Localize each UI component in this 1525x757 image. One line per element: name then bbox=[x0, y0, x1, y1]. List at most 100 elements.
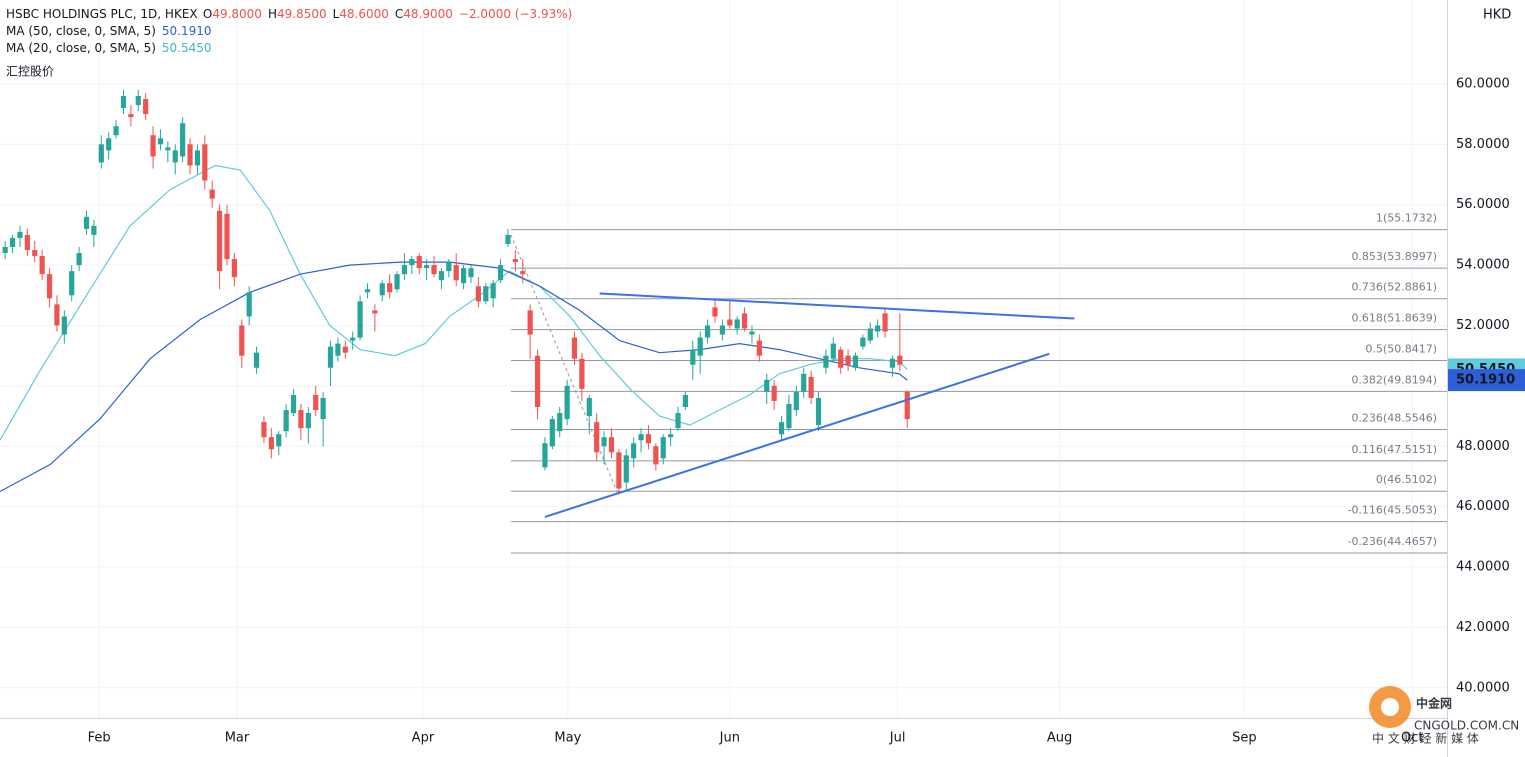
candle-body bbox=[475, 286, 481, 302]
candle-body bbox=[83, 216, 90, 229]
grid bbox=[0, 0, 1447, 718]
candle-body bbox=[712, 307, 718, 317]
candle-body bbox=[534, 355, 541, 408]
ma20-value: 50.5450 bbox=[162, 41, 212, 55]
candle-body bbox=[638, 434, 644, 441]
candle-body bbox=[394, 274, 400, 290]
high: 49.8500 bbox=[277, 7, 327, 21]
change: −2.0000 (−3.93%) bbox=[459, 7, 572, 21]
candle-body bbox=[17, 231, 23, 238]
x-tick-label: Jul bbox=[889, 731, 906, 746]
y-tick-label: 46.0000 bbox=[1456, 499, 1510, 514]
candle-body bbox=[520, 271, 526, 275]
ma50-label: MA (50, close, 0, SMA, 5) bbox=[6, 24, 156, 38]
candle-body bbox=[209, 189, 215, 199]
candle-body bbox=[852, 355, 859, 368]
candle-body bbox=[39, 256, 45, 275]
fib-label: 0.736(52.8861) bbox=[1351, 281, 1437, 294]
candle-body bbox=[24, 234, 30, 251]
candle-body bbox=[741, 313, 748, 329]
candle-body bbox=[401, 265, 408, 275]
y-tick-label: 52.0000 bbox=[1456, 318, 1510, 333]
candle-body bbox=[645, 434, 652, 444]
candle-body bbox=[601, 437, 607, 447]
symbol: HSBC HOLDINGS PLC, 1D, HKEX bbox=[6, 7, 197, 21]
candle-body bbox=[194, 150, 201, 166]
fib-label: 0.5(50.8417) bbox=[1365, 342, 1437, 355]
y-tick-label: 44.0000 bbox=[1456, 560, 1510, 575]
fib-label: -0.236(44.4657) bbox=[1347, 535, 1437, 548]
candle-body bbox=[364, 289, 371, 293]
candle-body bbox=[350, 337, 356, 341]
fib-trend bbox=[510, 234, 618, 493]
candle-body bbox=[623, 455, 629, 483]
candle-body bbox=[697, 337, 703, 356]
currency-label: HKD bbox=[1483, 8, 1511, 23]
y-tick-label: 48.0000 bbox=[1456, 439, 1510, 454]
candle-body bbox=[631, 443, 637, 459]
candle-body bbox=[231, 259, 237, 278]
candle-body bbox=[771, 385, 777, 401]
candle-body bbox=[808, 376, 814, 398]
candle-body bbox=[180, 123, 186, 157]
l-label: L bbox=[333, 7, 340, 21]
candle-body bbox=[224, 213, 230, 260]
candle-body bbox=[483, 286, 489, 302]
watermark: 中金网 CNGOLD.COM.CN 中 文 财 经 新 媒 体 bbox=[1369, 686, 1519, 746]
legend-ohlc: HSBC HOLDINGS PLC, 1D, HKEX O49.8000 H49.8… bbox=[6, 7, 572, 21]
fib-label: 0.853(53.8997) bbox=[1351, 250, 1437, 263]
price-box-label: 50.1910 bbox=[1456, 373, 1515, 388]
candle-body bbox=[490, 283, 496, 299]
candle-body bbox=[76, 253, 82, 266]
candle-body bbox=[815, 397, 822, 426]
candle-body bbox=[660, 437, 666, 459]
candle-body bbox=[453, 265, 459, 281]
candle-body bbox=[608, 437, 615, 453]
candle-body bbox=[98, 144, 104, 163]
candle-body bbox=[668, 434, 674, 438]
y-tick-label: 40.0000 bbox=[1456, 680, 1510, 695]
candle-body bbox=[431, 265, 437, 275]
candle-body bbox=[150, 135, 156, 157]
candle-body bbox=[468, 268, 474, 278]
candle-body bbox=[786, 403, 792, 429]
candle-body bbox=[32, 250, 38, 257]
candle-body bbox=[882, 313, 888, 332]
y-tick-label: 60.0000 bbox=[1456, 76, 1510, 91]
ma-line bbox=[0, 164, 908, 441]
candle-body bbox=[778, 422, 785, 435]
candle-body bbox=[172, 150, 178, 163]
candle-body bbox=[409, 259, 415, 266]
candle-body bbox=[446, 262, 452, 272]
candle-body bbox=[527, 310, 533, 335]
candle-body bbox=[135, 96, 141, 106]
legend-ma20: MA (20, close, 0, SMA, 5) 50.5450 bbox=[6, 41, 212, 55]
candle-body bbox=[616, 452, 622, 489]
candle-body bbox=[904, 391, 910, 420]
candle-body bbox=[342, 346, 348, 353]
x-tick-label: Apr bbox=[412, 731, 435, 746]
c-label: C bbox=[395, 7, 403, 21]
axes: 40.000042.000044.000046.000048.000050.00… bbox=[88, 76, 1525, 746]
candle-body bbox=[113, 126, 119, 136]
x-tick-label: Feb bbox=[88, 731, 111, 746]
fib-label: 0.116(47.5151) bbox=[1351, 443, 1437, 456]
price-box bbox=[1448, 369, 1525, 392]
y-tick-label: 56.0000 bbox=[1456, 197, 1510, 212]
y-tick-label: 54.0000 bbox=[1456, 258, 1510, 273]
candle-body bbox=[653, 446, 659, 465]
trend-line bbox=[544, 352, 1050, 518]
candle-body bbox=[594, 422, 600, 453]
candle-body bbox=[867, 328, 873, 341]
candle-body bbox=[823, 355, 829, 368]
candle-body bbox=[549, 419, 555, 447]
open: 49.8000 bbox=[212, 7, 262, 21]
candle-body bbox=[424, 265, 430, 269]
low: 48.6000 bbox=[339, 7, 389, 21]
candle-body bbox=[46, 274, 53, 299]
candle-body bbox=[845, 355, 851, 365]
candle-body bbox=[128, 114, 134, 118]
candle-body bbox=[756, 340, 762, 356]
candle-body bbox=[690, 349, 696, 365]
candle-body bbox=[734, 319, 740, 329]
